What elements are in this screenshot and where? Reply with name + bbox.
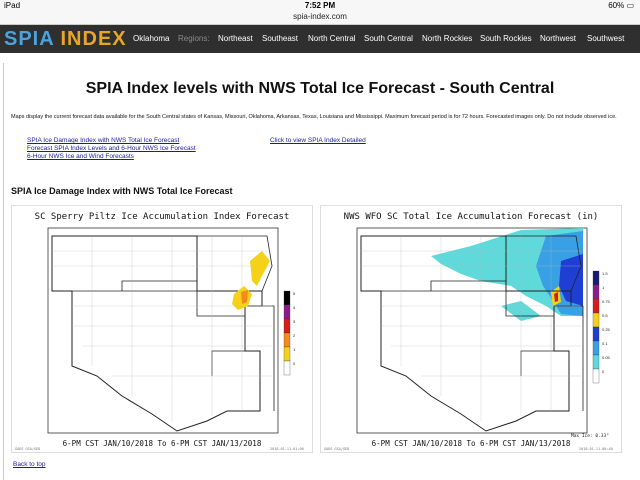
battery-icon: ▭ <box>626 1 634 10</box>
logo-spia: SPIA <box>4 28 54 50</box>
link-spia-ice-damage[interactable]: SPIA Ice Damage Index with NWS Total Ice… <box>27 137 180 144</box>
section-title: SPIA Ice Damage Index with NWS Total Ice… <box>11 186 233 196</box>
map2-legend-0-1: 0.1 <box>602 341 608 346</box>
back-to-top-link[interactable]: Back to top <box>13 461 46 468</box>
map2-legend-1: 1 <box>602 285 605 290</box>
nav-south-rockies[interactable]: South Rockies <box>480 34 532 43</box>
page-description: Maps display the current forecast data a… <box>11 114 617 120</box>
map2-legend-0-05: 0.05 <box>602 355 610 360</box>
nav-southeast[interactable]: Southeast <box>262 34 299 43</box>
nav-regions-label: Regions: <box>178 34 210 43</box>
map2-title: NWS WFO SC Total Ice Accumulation Foreca… <box>343 212 599 222</box>
map1-legend-5: 5 <box>293 291 296 296</box>
map1-credit-right: 2018-01-11-01:00 <box>270 447 304 451</box>
map2-legend-0-5: 0.5 <box>602 313 608 318</box>
map1-legend-2: 2 <box>293 333 296 338</box>
site-nav: SPIA INDEX Oklahoma Regions: Northeast S… <box>0 25 640 53</box>
map1-footer: 6-PM CST JAN/10/2018 To 6-PM CST JAN/13/… <box>62 439 262 448</box>
nav-south-central[interactable]: South Central <box>364 34 413 43</box>
device-label: iPad <box>4 1 21 10</box>
link-forecast-spia-levels[interactable]: Forecast SPIA Index Levels and 6-Hour NW… <box>27 145 196 152</box>
map1-legend-3: 3 <box>293 319 296 324</box>
spia-index-map[interactable]: SC Sperry Piltz Ice Accumulation Index F… <box>11 205 313 453</box>
url-bar[interactable]: spia-index.com <box>0 12 640 25</box>
map2-legend-0-25: 0.25 <box>602 327 610 332</box>
nws-ice-forecast-map[interactable]: NWS WFO SC Total Ice Accumulation Foreca… <box>320 205 622 453</box>
clock: 7:52 PM <box>304 1 336 10</box>
map1-graphic <box>47 227 291 434</box>
spia-index-logo[interactable]: SPIA INDEX <box>4 28 127 50</box>
map2-graphic <box>356 227 600 434</box>
map2-credit-left: GADS GSA/GED <box>324 447 350 451</box>
nav-oklahoma[interactable]: Oklahoma <box>133 34 170 43</box>
map2-legend-0-75: 0.75 <box>602 299 610 304</box>
map1-title: SC Sperry Piltz Ice Accumulation Index F… <box>34 212 290 222</box>
map2-max-ice: Max Ice: 0.33" <box>571 434 609 439</box>
ios-status-bar: iPad 7:52 PM 60% ▭ <box>0 0 640 12</box>
nav-northeast[interactable]: Northeast <box>218 34 253 43</box>
link-6hour-ice-wind[interactable]: 6-Hour NWS Ice and Wind Forecasts <box>27 153 134 160</box>
page-title: SPIA Index levels with NWS Total Ice For… <box>85 80 555 97</box>
map2-legend-0: 0 <box>602 369 605 374</box>
map1-legend-1: 1 <box>293 347 296 352</box>
logo-index: INDEX <box>60 28 127 50</box>
map1-credit-left: GADS GSA/GED <box>15 447 41 451</box>
nav-southwest[interactable]: Southwest <box>587 34 625 43</box>
link-spia-detailed[interactable]: Click to view SPIA Index Detailed <box>270 137 366 144</box>
map1-legend-0: 0 <box>293 361 296 366</box>
url-text: spia-index.com <box>293 12 347 21</box>
nav-north-central[interactable]: North Central <box>308 34 356 43</box>
battery-percent: 60% <box>608 1 625 10</box>
map2-footer: 6-PM CST JAN/10/2018 To 6-PM CST JAN/13/… <box>371 439 571 448</box>
map2-legend-1-5: 1.5 <box>602 271 608 276</box>
nav-northwest[interactable]: Northwest <box>540 34 577 43</box>
battery-indicator: 60% ▭ <box>608 1 634 10</box>
map1-legend-4: 4 <box>293 305 296 310</box>
map2-credit-right: 2018-01-11-00:40 <box>579 447 613 451</box>
nav-north-rockies[interactable]: North Rockies <box>422 34 473 43</box>
